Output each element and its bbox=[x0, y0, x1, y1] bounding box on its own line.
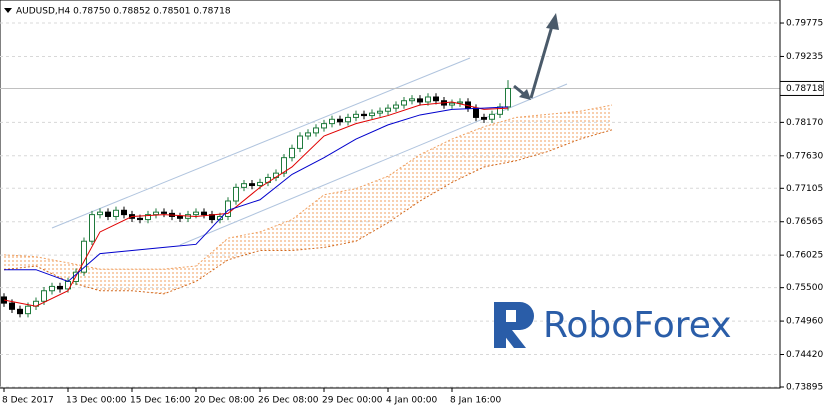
candle-body bbox=[369, 112, 375, 117]
grid bbox=[0, 22, 780, 388]
menu-triangle bbox=[4, 8, 12, 13]
x-tick-label: 26 Dec 08:00 bbox=[258, 396, 319, 406]
candle-body bbox=[145, 214, 151, 221]
x-tick-label: 20 Dec 08:00 bbox=[194, 396, 255, 406]
candle-body bbox=[105, 211, 111, 217]
y-tick-label: 0.79775 bbox=[786, 19, 823, 29]
cloud-area bbox=[4, 105, 612, 294]
candle-body bbox=[41, 290, 47, 302]
candle-body bbox=[89, 214, 95, 242]
y-tick-label: 0.76025 bbox=[786, 251, 823, 261]
candle-body bbox=[417, 98, 423, 103]
y-tick-label: 0.79235 bbox=[786, 52, 823, 62]
candle-body bbox=[25, 305, 31, 315]
last-price-box bbox=[779, 80, 824, 96]
x-tick-label: 15 Dec 16:00 bbox=[130, 396, 191, 406]
candle-body bbox=[457, 101, 463, 104]
candle-body bbox=[201, 211, 207, 216]
candle-body bbox=[137, 217, 143, 221]
candle-body bbox=[17, 308, 23, 315]
candle-body bbox=[289, 147, 295, 159]
channel-upper bbox=[51, 57, 471, 229]
candle-body bbox=[489, 113, 495, 120]
plot bbox=[0, 80, 780, 318]
candle-body bbox=[377, 110, 383, 114]
candle-body bbox=[193, 211, 199, 216]
candle-body bbox=[153, 211, 159, 216]
x-tick-label: 8 Dec 2017 bbox=[2, 396, 54, 406]
candle-body bbox=[305, 132, 311, 137]
candle-body bbox=[113, 209, 119, 217]
candle-body bbox=[321, 123, 327, 129]
y-tick-label: 0.74960 bbox=[786, 317, 823, 327]
candle-body bbox=[57, 285, 63, 290]
indicator-line bbox=[3, 101, 509, 307]
candle-body bbox=[257, 181, 263, 187]
candle-body bbox=[313, 127, 319, 134]
candle-body bbox=[49, 285, 55, 292]
indicator-line bbox=[4, 106, 509, 283]
y-tick-label: 0.74420 bbox=[786, 350, 823, 360]
candle-body bbox=[233, 186, 239, 202]
candle-body bbox=[345, 116, 351, 123]
candle-body bbox=[225, 200, 231, 217]
y-tick-label: 0.75500 bbox=[786, 283, 823, 293]
candle-body bbox=[161, 211, 167, 214]
candle-body bbox=[241, 183, 247, 188]
candle-body bbox=[393, 104, 399, 109]
candle-body bbox=[401, 100, 407, 106]
chart-title: AUDUSD,H4 0.78750 0.78852 0.78501 0.7871… bbox=[16, 7, 231, 17]
x-tick-label: 29 Dec 00:00 bbox=[322, 396, 383, 406]
candle-body bbox=[433, 96, 439, 102]
y-tick-label: 0.77105 bbox=[786, 184, 823, 194]
candle-body bbox=[425, 96, 431, 103]
y-tick-label: 0.78170 bbox=[786, 118, 823, 128]
candle-body bbox=[9, 302, 15, 310]
watermark: RoboForex bbox=[543, 305, 732, 346]
y-tick-label: 0.73895 bbox=[786, 383, 823, 393]
candle-body bbox=[281, 157, 287, 174]
candle-body bbox=[249, 183, 255, 187]
candle-body bbox=[297, 135, 303, 149]
candle-body bbox=[217, 215, 223, 221]
candle-body bbox=[449, 102, 455, 106]
forecast-arrows bbox=[513, 13, 559, 100]
candle-body bbox=[385, 107, 391, 112]
candle-body bbox=[481, 116, 487, 120]
candle-body bbox=[353, 113, 359, 118]
x-tick-label: 13 Dec 00:00 bbox=[66, 396, 127, 406]
y-tick-label: 0.77630 bbox=[786, 151, 823, 161]
last-price-label: 0.78718 bbox=[786, 84, 823, 94]
candle-body bbox=[329, 118, 335, 125]
candle-body bbox=[505, 87, 511, 108]
candle-body bbox=[337, 118, 343, 123]
y-tick-label: 0.76565 bbox=[786, 217, 823, 227]
cloud bbox=[3, 104, 613, 295]
candle-body bbox=[361, 113, 367, 117]
candle-body bbox=[97, 211, 103, 216]
x-tick-label: 4 Jan 00:00 bbox=[386, 396, 438, 406]
candle-body bbox=[409, 98, 415, 102]
logo bbox=[494, 302, 534, 348]
candle-body bbox=[177, 215, 183, 219]
candle-body bbox=[121, 209, 127, 216]
candle-body bbox=[473, 107, 479, 118]
x-tick-label: 8 Jan 16:00 bbox=[450, 396, 502, 406]
